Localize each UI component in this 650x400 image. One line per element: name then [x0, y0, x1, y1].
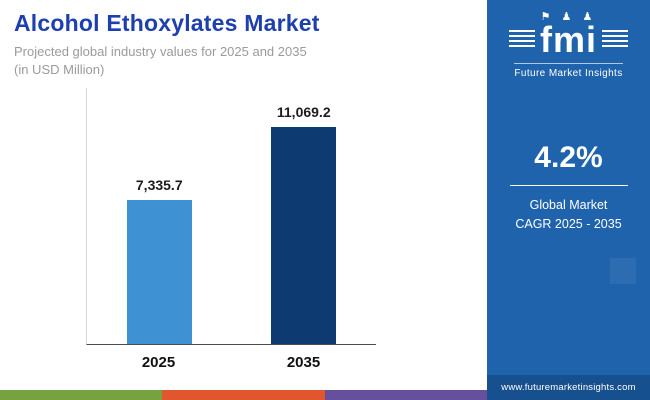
fmi-logo: ⚑ ♟ ♟ fmi Future Market Insights: [509, 10, 628, 79]
logo-people-icons: ⚑ ♟ ♟: [540, 11, 597, 23]
chart-plot-area: 7,335.7 11,069.2: [86, 88, 376, 345]
website-url: www.futuremarketinsights.com: [501, 382, 636, 393]
bar-group-2025: 7,335.7: [87, 177, 232, 344]
brand-sidebar: ⚑ ♟ ♟ fmi Future Market Insights 4.2% Gl…: [487, 0, 650, 400]
footer-color-stripes: [0, 390, 487, 400]
bar-2035: [271, 127, 337, 344]
bar-2025: [126, 200, 192, 344]
bar-value-label: 7,335.7: [135, 177, 183, 193]
footer-stripe-green: [0, 390, 163, 400]
x-axis-label-2035: 2035: [286, 354, 321, 371]
logo-hatch-left-icon: [509, 30, 535, 50]
cagr-block: 4.2% Global Market CAGR 2025 - 2035: [509, 141, 628, 234]
cagr-divider: [509, 185, 628, 186]
footer-stripe-purple: [324, 390, 487, 400]
cagr-value: 4.2%: [534, 141, 603, 174]
bar-group-2035: 11,069.2: [232, 104, 377, 344]
cagr-label: Global Market CAGR 2025 - 2035: [515, 196, 621, 234]
footer-stripe-orange: [162, 390, 325, 400]
bar-chart: 7,335.7 11,069.2 2025 2035: [86, 88, 376, 371]
watermark-square: [610, 258, 636, 284]
x-axis-labels: 2025 2035: [86, 354, 376, 371]
logo-text: fmi: [540, 19, 597, 60]
bar-value-label: 11,069.2: [276, 104, 331, 120]
page-title: Alcohol Ethoxylates Market: [14, 10, 320, 36]
cagr-label-line-1: Global Market: [529, 198, 608, 212]
cagr-label-line-2: CAGR 2025 - 2035: [515, 216, 622, 231]
subtitle-line-2: (in USD Million): [14, 61, 105, 77]
subtitle-line-1: Projected global industry values for 202…: [14, 44, 307, 59]
chart-panel: Alcohol Ethoxylates Market Projected glo…: [0, 10, 487, 400]
page-subtitle: Projected global industry values for 202…: [14, 43, 487, 78]
logo-hatch-right-icon: [602, 30, 628, 50]
website-bar: www.futuremarketinsights.com: [487, 375, 650, 400]
logo-row: fmi: [509, 22, 628, 58]
x-axis-label-2025: 2025: [141, 354, 176, 371]
logo-subtext: Future Market Insights: [514, 63, 623, 79]
